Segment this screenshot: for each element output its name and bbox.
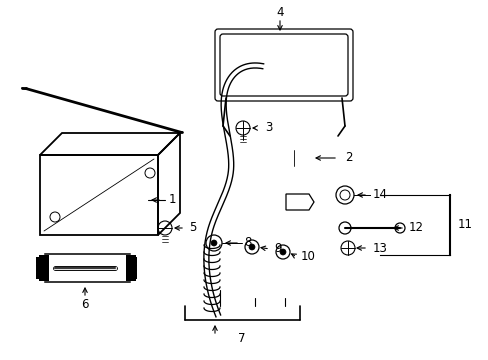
Text: 2: 2 bbox=[345, 152, 352, 165]
Circle shape bbox=[248, 244, 254, 250]
Bar bbox=[40, 155, 158, 235]
Text: 12: 12 bbox=[408, 221, 423, 234]
Text: 8: 8 bbox=[244, 237, 251, 249]
Text: 10: 10 bbox=[301, 251, 315, 264]
Text: 14: 14 bbox=[372, 189, 387, 202]
Text: 1: 1 bbox=[168, 193, 175, 207]
Text: 4: 4 bbox=[276, 5, 283, 18]
Text: 13: 13 bbox=[372, 242, 387, 255]
Text: 11: 11 bbox=[457, 219, 472, 231]
Circle shape bbox=[210, 240, 217, 246]
Circle shape bbox=[280, 249, 285, 255]
Text: 7: 7 bbox=[238, 332, 245, 345]
Text: 5: 5 bbox=[189, 221, 196, 234]
Text: 3: 3 bbox=[264, 121, 272, 135]
Text: 9: 9 bbox=[273, 243, 281, 256]
Text: 6: 6 bbox=[81, 297, 88, 310]
